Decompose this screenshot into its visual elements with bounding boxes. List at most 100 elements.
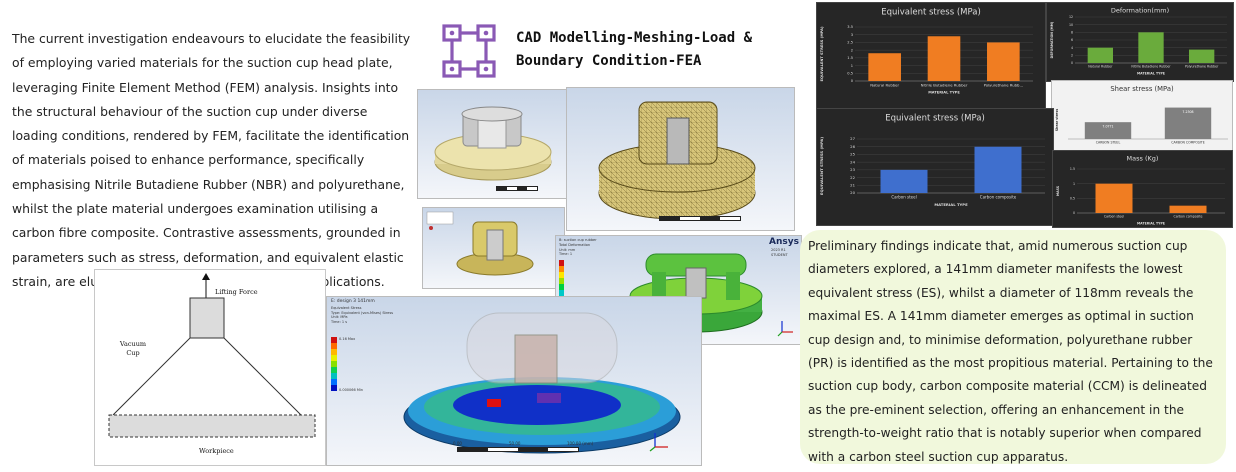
stress-render	[403, 312, 681, 454]
x-tick-label: Nitrile Butadiene Rubber	[921, 82, 968, 87]
equivalent-stress-body-chart: Equivalent stress (MPa) 20 21 22 23 24 25 26 27 C…	[816, 108, 1054, 226]
y-tick-label: 0	[1073, 211, 1075, 215]
y-axis-label: Shear stress	[1055, 109, 1059, 132]
chart-title: Mass (Kg)	[1127, 155, 1159, 163]
findings-panel: Preliminary findings indicate that, amid…	[800, 230, 1226, 464]
scale-bar	[496, 186, 538, 191]
x-tick-label: CARBON STEEL	[1096, 141, 1121, 145]
bar	[1169, 205, 1207, 213]
ansys-edition: STUDENT	[771, 253, 788, 257]
workpiece-label: Workpiece	[199, 447, 234, 455]
y-tick-label: 10	[1069, 23, 1073, 27]
workflow-icon	[442, 24, 496, 78]
bar	[880, 169, 928, 193]
stress-legend	[331, 337, 337, 391]
deform-title: B: suction cup rubber	[559, 238, 597, 242]
x-tick-label: Carbon steel	[1104, 215, 1124, 219]
intro-paragraph: The current investigation endeavours to …	[12, 31, 411, 289]
y-tick-label: 22	[850, 175, 855, 180]
vacuum-cup-label: Vacuum Cup	[119, 340, 147, 357]
y-axis-label: MASS	[1056, 185, 1060, 196]
y-tick-label: 0.5	[847, 71, 853, 75]
y-tick-label: 23	[850, 167, 855, 172]
x-tick-label: Polyurethane Rubb...	[984, 82, 1024, 87]
y-tick-label: 1	[851, 64, 853, 68]
vacuum-cup-schematic	[108, 273, 316, 438]
vacuum-cup-diagram: Lifting Force Vacuum Cup Workpiece	[94, 269, 326, 466]
scale-label-100: 100.00 (mm)	[567, 441, 594, 446]
y-tick-label: 12	[1069, 15, 1073, 19]
bar	[868, 53, 901, 81]
equivalent-stress-rubber-svg: Equivalent stress (MPa) 0 0.5 1 1.5 2 2.5 3 3.5 N…	[820, 8, 1033, 95]
x-axis-label: MATERIAL TYPE	[1137, 71, 1165, 75]
x-tick-label: Nitrile Butadiene Rubber	[1131, 65, 1171, 69]
y-tick-label: 24	[850, 159, 855, 164]
chart-title: Equivalent stress (MPa)	[881, 8, 981, 18]
y-tick-label: 0	[851, 79, 854, 83]
stress-max-label: 0.16 Max	[339, 337, 356, 341]
heading-line-2: Boundary Condition-FEA	[516, 53, 702, 69]
y-tick-label: 26	[850, 144, 855, 149]
deform-type: Total Deformation Unit: mm Time: 1	[559, 243, 591, 256]
deformation-chart: Deformation(mm) 0 2 4 6 8 10 12 Natural Rubber Ni…	[1046, 2, 1234, 82]
y-tick-label: 1	[1073, 182, 1075, 186]
y-axis-label: DEFORMATION (MM)	[1050, 21, 1054, 58]
bar	[1095, 183, 1133, 213]
x-tick-label: Carbon composite	[980, 195, 1017, 200]
y-tick-label: 20	[850, 190, 855, 195]
y-tick-label: 4	[1071, 46, 1073, 50]
bar	[1164, 107, 1212, 139]
y-tick-label: 3.5	[847, 25, 853, 29]
scale-label-50: 50.00	[509, 441, 521, 446]
boundary-render	[426, 211, 534, 276]
bar	[1084, 122, 1132, 139]
y-tick-label: 25	[850, 152, 855, 157]
y-tick-label: 0.5	[1070, 197, 1075, 201]
data-label: 7.2308	[1182, 110, 1193, 114]
stress-result-view: E: design 3 141mm Equivalent Stress Type…	[326, 296, 702, 466]
y-tick-label: 21	[850, 182, 855, 187]
deformation-svg: Deformation(mm) 0 2 4 6 8 10 12 Natural Rubber Ni…	[1050, 7, 1227, 75]
y-tick-label: 1.5	[847, 56, 853, 60]
chart-title: Deformation(mm)	[1111, 7, 1169, 15]
scale-bar	[659, 216, 741, 221]
equivalent-stress-rubber-chart: Equivalent stress (MPa) 0 0.5 1 1.5 2 2.5 3 3.5 N…	[816, 2, 1046, 110]
mesh-view	[566, 87, 795, 231]
axis-triad-icon	[649, 433, 668, 452]
y-tick-label: 3	[851, 33, 853, 37]
chart-title: Shear stress (MPa)	[1110, 85, 1174, 93]
ansys-logo: Ansys	[769, 237, 799, 247]
x-axis-label: MATERIAL TYPE	[934, 202, 968, 207]
cad-model-view	[417, 89, 570, 199]
y-tick-label: 1.5	[1070, 167, 1075, 171]
bar	[1189, 49, 1215, 63]
y-tick-label: 6	[1071, 38, 1073, 42]
shear-stress-chart: Shear stress (MPa) CARBON STEEL 7.0771 CARB…	[1051, 80, 1233, 152]
bar	[927, 36, 961, 81]
findings-paragraph: Preliminary findings indicate that, amid…	[808, 239, 1213, 464]
stress-min-label: 0.000066 Min	[339, 388, 364, 392]
mass-svg: Mass (Kg) 0 0.5 1 1.5 Carbon steel Carbon comp…	[1056, 155, 1225, 225]
stress-title: E: design 3 141mm	[331, 299, 375, 304]
y-axis-label: EQUIVALENT STRESS (MPA)	[819, 137, 824, 195]
bar	[1087, 47, 1113, 63]
x-tick-label: Carbon steel	[891, 195, 916, 200]
ansys-version: 2023 R1	[771, 248, 786, 252]
bar	[1138, 32, 1164, 63]
y-tick-label: 2	[851, 48, 853, 52]
shear-stress-svg: Shear stress (MPa) CARBON STEEL 7.0771 CARB…	[1055, 85, 1228, 145]
chart-title: Equivalent stress (MPa)	[885, 114, 985, 124]
y-tick-label: 2	[1071, 54, 1073, 58]
equivalent-stress-body-svg: Equivalent stress (MPa) 20 21 22 23 24 25 26 27 C…	[819, 114, 1045, 207]
mass-chart: Mass (Kg) 0 0.5 1 1.5 Carbon steel Carbon comp…	[1052, 150, 1233, 228]
x-tick-label: CARBON COMPOSITE	[1171, 141, 1205, 145]
section-heading: CAD Modelling-Meshing-Load & Boundary Co…	[516, 27, 796, 73]
stress-type: Equivalent Stress Type: Equivalent (von-…	[331, 306, 394, 324]
axis-triad-icon	[777, 321, 793, 337]
bar	[987, 42, 1020, 81]
cad-model-render	[434, 106, 552, 181]
mesh-render	[598, 101, 756, 220]
x-tick-label: Carbon composite	[1173, 215, 1202, 219]
scale-bar	[457, 447, 579, 452]
y-tick-label: 8	[1071, 31, 1073, 35]
